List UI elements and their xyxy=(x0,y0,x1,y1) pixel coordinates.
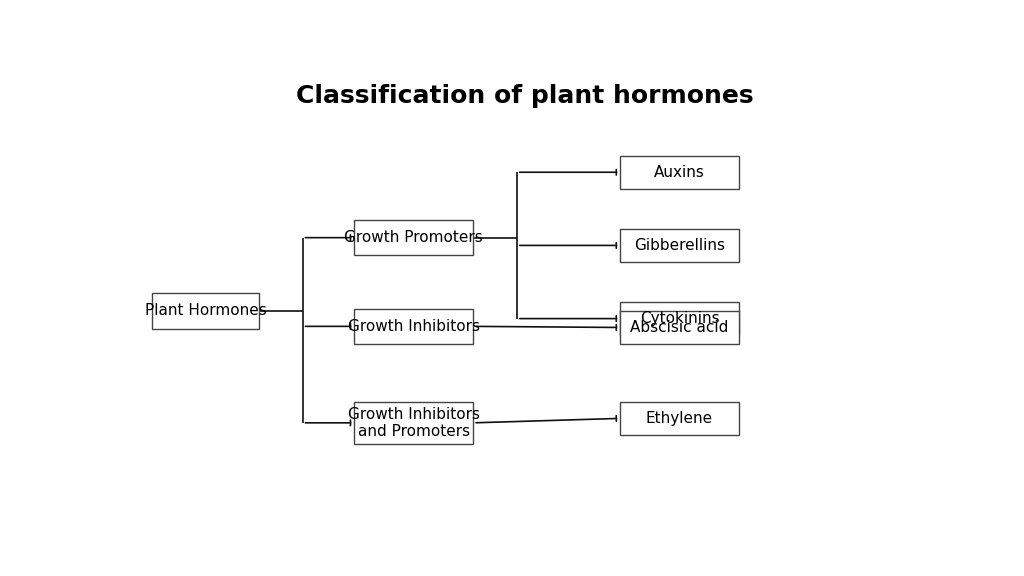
FancyBboxPatch shape xyxy=(620,156,739,189)
FancyBboxPatch shape xyxy=(620,302,739,335)
Text: Growth Inhibitors
and Promoters: Growth Inhibitors and Promoters xyxy=(348,407,479,439)
Text: Abscisic acid: Abscisic acid xyxy=(631,320,729,335)
FancyBboxPatch shape xyxy=(354,402,473,444)
Text: Plant Hormones: Plant Hormones xyxy=(144,304,266,319)
FancyBboxPatch shape xyxy=(354,309,473,344)
FancyBboxPatch shape xyxy=(354,220,473,255)
Text: Cytokinins: Cytokinins xyxy=(640,311,720,326)
Text: Growth Promoters: Growth Promoters xyxy=(344,230,483,245)
Text: Classification of plant hormones: Classification of plant hormones xyxy=(296,84,754,108)
FancyBboxPatch shape xyxy=(620,311,739,344)
FancyBboxPatch shape xyxy=(620,229,739,262)
FancyBboxPatch shape xyxy=(152,293,259,328)
Text: Gibberellins: Gibberellins xyxy=(634,238,725,253)
Text: Ethylene: Ethylene xyxy=(646,411,713,426)
Text: Growth Inhibitors: Growth Inhibitors xyxy=(348,319,479,334)
Text: Auxins: Auxins xyxy=(654,165,705,180)
FancyBboxPatch shape xyxy=(620,402,739,435)
